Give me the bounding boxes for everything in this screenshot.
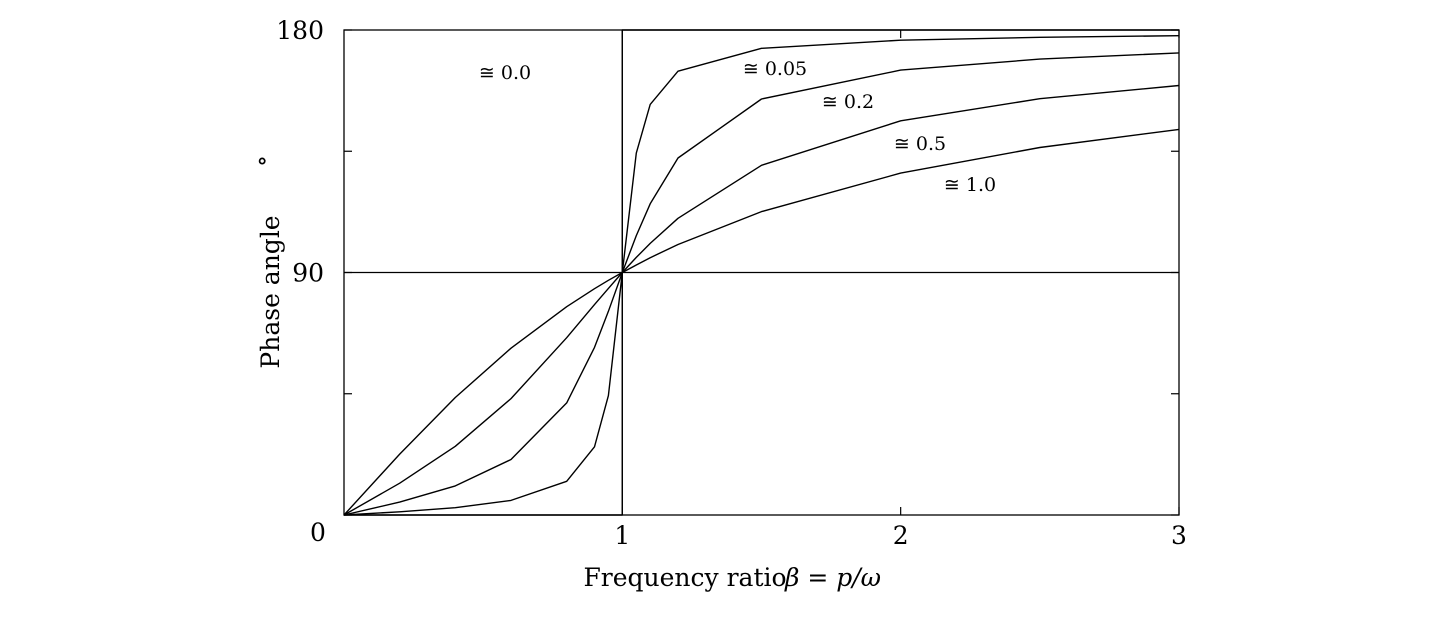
y-axis-title: Phase angle: [256, 215, 285, 368]
series-label-0: ≅ 0.0: [479, 62, 531, 84]
y-tick-label: 90: [292, 259, 324, 288]
x-tick-label: 3: [1171, 521, 1187, 550]
x-origin-label: 0: [310, 518, 326, 547]
x-tick-label: 2: [893, 521, 909, 550]
y-tick-label: 180: [276, 16, 324, 45]
series-curve-3: [343, 84, 1180, 516]
series-curve-2: [343, 52, 1180, 516]
y-axis-unit: ∘: [247, 155, 276, 167]
x-tick-label: 1: [614, 521, 630, 550]
series-curve-4: [343, 128, 1180, 516]
series-label-4: ≅ 1.0: [944, 174, 996, 196]
x-axis-title: Frequency ratio: [583, 563, 786, 592]
series-label-3: ≅ 0.5: [894, 133, 946, 155]
series-curve-1: [343, 35, 1180, 516]
series-label-1: ≅ 0.05: [743, 58, 807, 80]
x-axis-title-math: β = p/ω: [784, 563, 881, 592]
series-label-2: ≅ 0.2: [822, 91, 874, 113]
